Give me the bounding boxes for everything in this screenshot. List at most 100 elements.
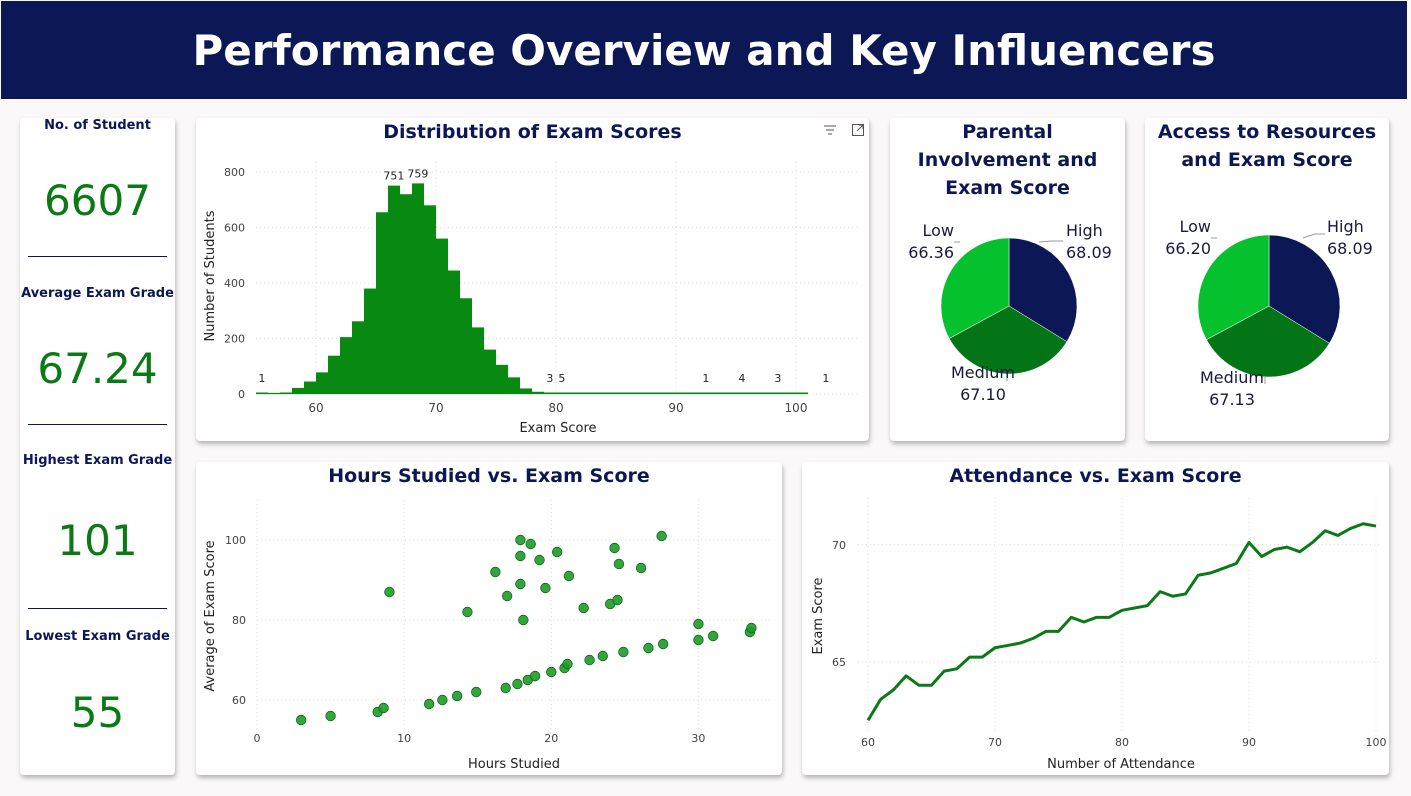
pie-label-medium: Medium (1200, 368, 1264, 387)
scatter-point (657, 638, 669, 650)
scatter-point (529, 670, 541, 682)
kpi-divider (28, 608, 167, 609)
pie-leader-line (1038, 240, 1063, 243)
histogram-bar (460, 298, 473, 394)
histogram-bar (376, 212, 389, 394)
histogram-bar (508, 377, 521, 394)
access-resources-title: Access to Resources and Exam Score (1157, 121, 1377, 171)
pie-value-high: 68.09 (1066, 243, 1112, 262)
y-tick-label: 200 (224, 333, 245, 346)
data-label: 5 (558, 372, 565, 385)
histogram-bar (304, 381, 317, 394)
scatter-point (584, 654, 595, 666)
x-tick-label: 90 (1242, 736, 1256, 749)
y-tick-label: 600 (224, 222, 245, 235)
kpi-lowest-value: 55 (70, 688, 125, 737)
pie-label-high: High (1327, 217, 1364, 236)
kpi-average-label: Average Exam Grade (21, 286, 174, 301)
pie-label-high: High (1066, 221, 1103, 240)
pie-slice-medium (1206, 305, 1330, 378)
y-tick-label: 60 (232, 694, 246, 707)
scatter-point (746, 622, 757, 634)
scatter-point (578, 602, 589, 614)
histogram-bar (472, 327, 485, 394)
data-label: 1 (822, 372, 829, 385)
pie-slice-low (1197, 234, 1270, 341)
distribution-chart-card: Distribution of Exam Scores 0 200 400 600 80… (196, 118, 869, 441)
data-label: 751 (383, 170, 404, 183)
scatter-point (378, 702, 389, 714)
x-axis-title: Number of Attendance (1047, 757, 1195, 772)
pie-slice-medium (948, 305, 1068, 375)
scatter-point (501, 590, 513, 602)
x-tick-label: 60 (861, 736, 875, 749)
scatter-point (562, 658, 573, 670)
attendance-line-chart: 65 70 60 70 80 90 100 Number of Attendance Exam … (811, 498, 1387, 772)
scatter-point (563, 570, 575, 582)
scatter-point (437, 694, 448, 706)
x-tick-label: 0 (254, 732, 261, 745)
histogram-bar (352, 321, 365, 394)
pie-leader-line (1302, 233, 1325, 239)
histogram-bar (292, 387, 305, 394)
scatter-point (597, 650, 608, 662)
pie-slice-low (940, 237, 1010, 339)
x-axis-title: Hours Studied (468, 757, 560, 772)
parental-involvement-card: Parental Involvement and Exam Score High… (890, 118, 1125, 441)
histogram-bar (412, 183, 425, 394)
y-tick-label: 100 (225, 534, 246, 547)
access-resources-card: Access to Resources and Exam Score High 6… (1145, 118, 1389, 441)
scatter-point (515, 550, 526, 562)
y-tick-label: 80 (232, 614, 246, 627)
scatter-point (551, 546, 563, 558)
y-axis-title: Average of Exam Score (203, 540, 218, 691)
pie-value-low: 66.36 (908, 243, 954, 262)
x-tick-label: 80 (1115, 736, 1129, 749)
focus-mode-icon[interactable] (851, 123, 865, 137)
scatter-point (635, 562, 647, 574)
scatter-point (540, 582, 551, 594)
page-title: Performance Overview and Key Influencers (192, 25, 1216, 75)
distribution-chart-title: Distribution of Exam Scores (383, 121, 682, 143)
pie-value-high: 68.09 (1327, 239, 1373, 258)
scatter-point (515, 578, 526, 590)
filter-icon[interactable] (823, 123, 837, 137)
scatter-point (423, 698, 435, 710)
y-axis-title: Exam Score (811, 577, 826, 654)
data-label: 3 (774, 372, 781, 385)
scatter-point (471, 686, 482, 698)
pie-slice-high (1008, 237, 1078, 342)
scatter-point (490, 566, 501, 578)
x-tick-label: 70 (428, 401, 443, 415)
kpi-students-value: 6607 (44, 176, 151, 225)
x-tick-label: 10 (397, 732, 411, 745)
x-tick-label: 90 (668, 401, 683, 415)
x-tick-label: 100 (785, 401, 808, 415)
kpi-divider (28, 256, 167, 257)
pie-value-medium: 67.10 (960, 385, 1006, 404)
pie-label-low: Low (922, 221, 954, 240)
y-tick-label: 65 (832, 656, 846, 669)
hours-studied-card: Hours Studied vs. Exam Score 60 80 100 0 10 2… (196, 462, 782, 775)
x-tick-label: 70 (988, 736, 1002, 749)
scatter-point (515, 534, 526, 546)
scatter-point (693, 634, 704, 646)
hours-studied-title: Hours Studied vs. Exam Score (328, 465, 650, 487)
histogram-bar (448, 270, 461, 394)
scatter-point (693, 618, 704, 630)
y-tick-label: 70 (832, 539, 846, 552)
parental-involvement-title: Parental Involvement and Exam Score (917, 121, 1098, 199)
scatter-point (643, 642, 654, 654)
kpi-students-label: No. of Student (44, 118, 151, 133)
histogram-bar (388, 185, 401, 394)
scatter-point (384, 586, 395, 598)
histogram-bar (364, 288, 377, 394)
y-tick-label: 0 (238, 388, 245, 401)
scatter-point (518, 614, 529, 626)
scatter-point (534, 554, 545, 566)
histogram-bar (520, 388, 533, 394)
scatter-point (451, 690, 463, 702)
kpi-highest-value: 101 (57, 516, 138, 565)
pie-label-medium: Medium (951, 363, 1015, 382)
scatter-point (525, 538, 536, 550)
